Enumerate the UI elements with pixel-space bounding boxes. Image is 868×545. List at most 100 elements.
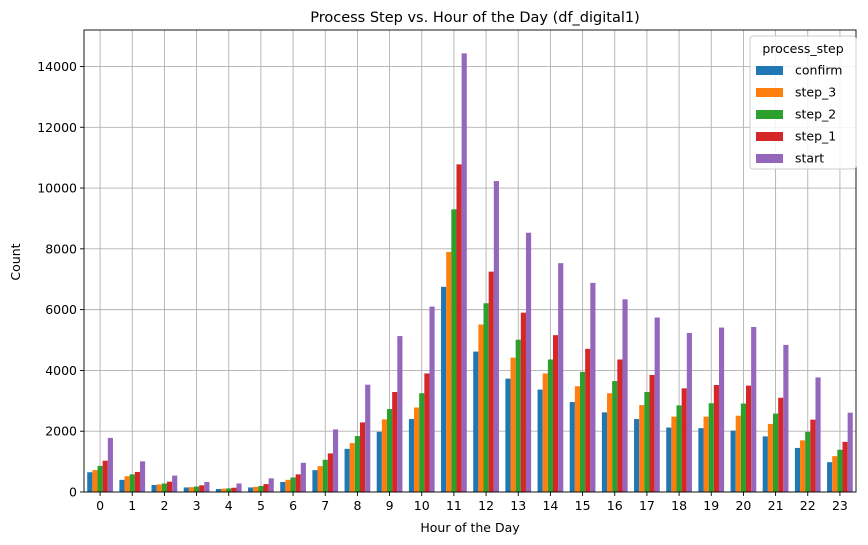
bar-confirm-hour-20	[730, 430, 736, 492]
bar-start-hour-17	[654, 317, 660, 492]
y-tick-label: 14000	[37, 59, 77, 74]
bar-step_3-hour-6	[285, 479, 291, 492]
x-tick-label: 2	[160, 498, 168, 513]
bar-step_1-hour-5	[263, 484, 269, 492]
bar-step_1-hour-9	[392, 392, 398, 492]
legend-swatch-step_3	[756, 88, 783, 97]
legend-swatch-confirm	[756, 66, 783, 75]
bar-step_3-hour-16	[607, 393, 613, 492]
bar-step_3-hour-8	[349, 443, 355, 492]
legend-label-step_1: step_1	[795, 129, 836, 144]
bar-step_1-hour-2	[166, 481, 173, 492]
chart-title: Process Step vs. Hour of the Day (df_dig…	[310, 10, 640, 26]
bar-step_1-hour-14	[552, 335, 559, 492]
x-tick-label: 20	[735, 498, 751, 513]
y-tick-label: 10000	[37, 181, 77, 196]
bar-step_1-hour-6	[295, 474, 301, 492]
bar-step_2-hour-1	[129, 474, 135, 492]
bar-confirm-hour-23	[827, 462, 833, 492]
bar-step_3-hour-10	[414, 407, 420, 492]
x-tick-label: 19	[703, 498, 719, 513]
bar-confirm-hour-12	[473, 351, 479, 492]
x-tick-label: 10	[414, 498, 430, 513]
bar-step_1-hour-17	[649, 374, 655, 492]
bar-step_1-hour-12	[488, 271, 494, 492]
bar-start-hour-1	[139, 461, 146, 492]
x-tick-label: 23	[832, 498, 848, 513]
bar-step_2-hour-9	[387, 409, 393, 492]
legend-label-step_2: step_2	[795, 107, 836, 122]
y-tick-label: 8000	[45, 241, 77, 256]
bar-step_2-hour-18	[676, 405, 682, 492]
bar-step_2-hour-8	[354, 436, 360, 492]
axes-frame	[83, 29, 857, 493]
bar-confirm-hour-22	[794, 447, 801, 492]
bar-step_1-hour-1	[134, 471, 140, 492]
bar-step_3-hour-11	[446, 251, 452, 492]
bar-step_3-hour-4	[221, 488, 227, 492]
bar-step_3-hour-21	[767, 423, 774, 492]
bar-confirm-hour-2	[151, 485, 157, 492]
x-tick-label: 16	[607, 498, 623, 513]
bar-step_1-hour-4	[231, 487, 237, 492]
bar-confirm-hour-8	[344, 448, 350, 492]
x-tick-label: 9	[386, 498, 394, 513]
bars-layer	[87, 53, 853, 493]
bar-confirm-hour-19	[698, 428, 704, 492]
bar-step_3-hour-15	[574, 386, 581, 492]
legend-label-confirm: confirm	[795, 63, 842, 78]
bar-step_2-hour-6	[290, 477, 296, 492]
bar-step_2-hour-11	[451, 209, 457, 492]
x-tick-label: 8	[353, 498, 361, 513]
bar-step_1-hour-21	[778, 397, 784, 492]
bar-step_2-hour-15	[580, 371, 586, 492]
bar-start-hour-19	[718, 327, 725, 492]
x-tick-label: 4	[225, 498, 233, 513]
bar-start-hour-15	[590, 282, 596, 492]
x-tick-label: 14	[542, 498, 558, 513]
bar-start-hour-21	[783, 344, 789, 492]
bar-step_2-hour-23	[837, 449, 843, 492]
bar-step_2-hour-20	[740, 403, 746, 492]
bar-start-hour-23	[847, 412, 853, 492]
bar-confirm-hour-3	[183, 487, 189, 492]
bar-step_1-hour-8	[359, 422, 366, 492]
legend-swatch-step_2	[756, 110, 783, 119]
bar-step_2-hour-3	[194, 486, 200, 492]
bar-step_2-hour-17	[644, 392, 650, 492]
bar-step_2-hour-13	[515, 339, 521, 492]
bar-step_2-hour-0	[97, 465, 103, 492]
bar-step_2-hour-16	[612, 381, 618, 492]
bar-step_3-hour-7	[317, 466, 323, 492]
bar-start-hour-3	[204, 481, 210, 492]
bar-step_3-hour-22	[800, 440, 806, 492]
bar-step_3-hour-3	[188, 487, 195, 492]
bar-confirm-hour-16	[601, 412, 608, 492]
bar-step_3-hour-13	[510, 357, 516, 492]
x-tick-label: 21	[768, 498, 784, 513]
bar-step_1-hour-0	[102, 460, 108, 492]
bar-step_3-hour-19	[703, 416, 709, 492]
bar-step_2-hour-4	[226, 488, 232, 492]
legend: process_step confirm step_3 step_2 step_1st…	[749, 35, 857, 170]
x-tick-label: 7	[321, 498, 329, 513]
bar-start-hour-14	[558, 263, 564, 492]
bar-step_3-hour-18	[671, 416, 677, 492]
bar-step_1-hour-11	[456, 164, 462, 493]
bar-confirm-hour-11	[441, 286, 447, 492]
y-axis-label: Count	[8, 243, 23, 280]
bar-start-hour-4	[236, 483, 242, 492]
bar-confirm-hour-1	[119, 479, 125, 492]
bar-step_1-hour-23	[842, 441, 848, 492]
bar-confirm-hour-15	[569, 402, 575, 492]
bar-confirm-hour-21	[762, 436, 768, 492]
bar-start-hour-12	[493, 181, 499, 493]
bar-step_2-hour-19	[708, 403, 714, 492]
y-tick-label: 12000	[37, 120, 77, 135]
bar-step_1-hour-18	[681, 388, 687, 492]
bar-confirm-hour-5	[248, 487, 254, 492]
bar-confirm-hour-0	[87, 472, 93, 492]
bar-start-hour-0	[107, 437, 113, 492]
bar-confirm-hour-17	[634, 419, 640, 492]
